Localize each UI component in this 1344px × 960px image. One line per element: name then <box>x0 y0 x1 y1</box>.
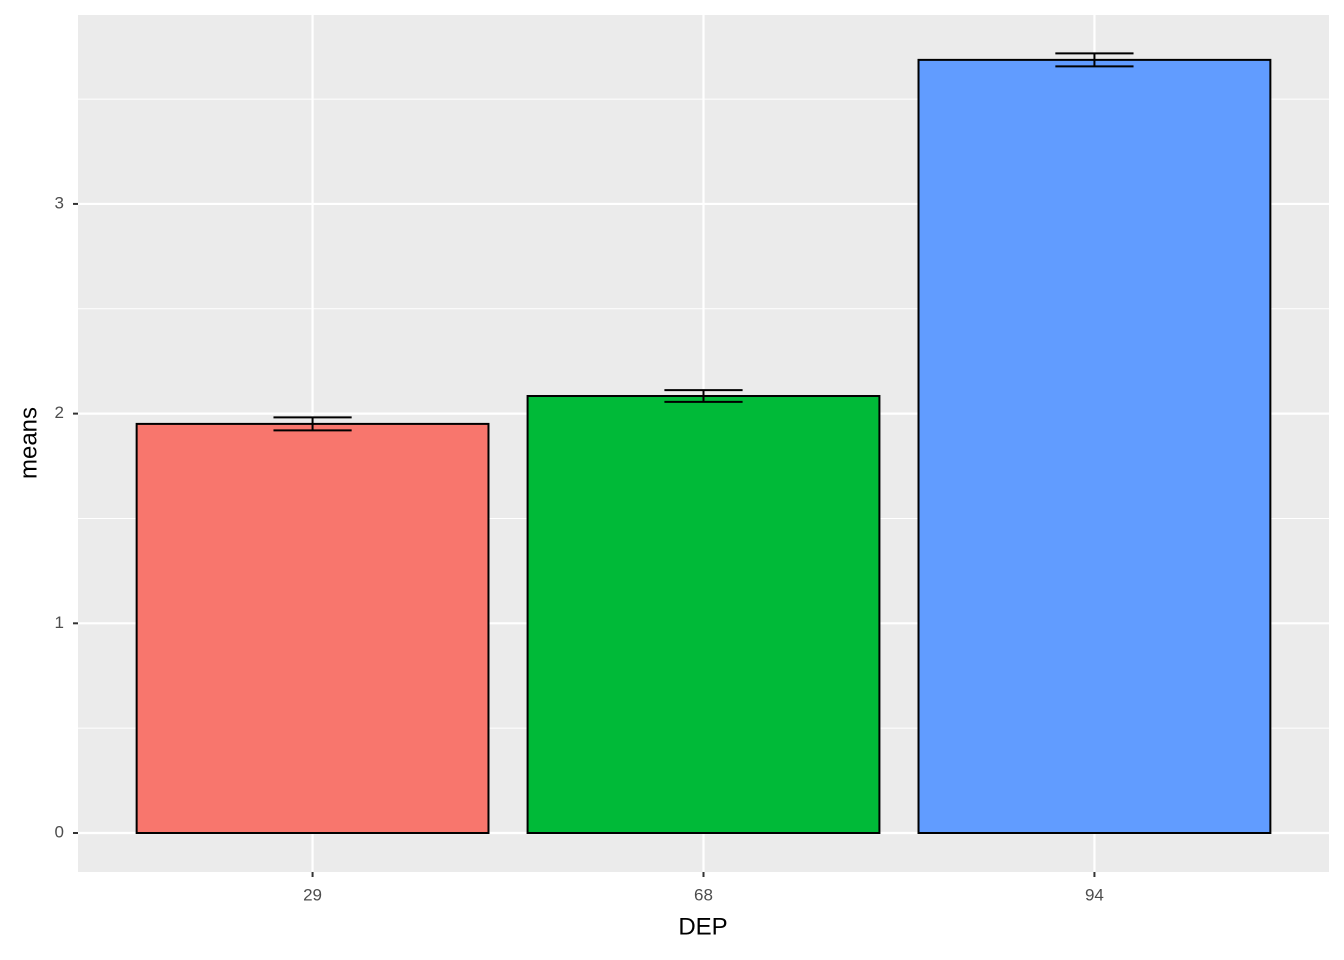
y-tick-label: 0 <box>55 822 64 841</box>
error-bar <box>1055 52 1134 68</box>
y-axis-title: means <box>15 407 42 479</box>
bar <box>917 58 1272 834</box>
y-tick-label: 2 <box>55 403 64 422</box>
bar <box>526 395 881 834</box>
marks <box>135 52 1272 834</box>
error-bar <box>664 389 743 403</box>
x-axis-title: DEP <box>678 913 727 940</box>
error-bar <box>273 416 352 432</box>
x-tick-label: 68 <box>694 885 713 904</box>
x-tick-label: 94 <box>1085 885 1104 904</box>
y-tick-label: 3 <box>55 193 64 212</box>
x-tick-label: 29 <box>303 885 322 904</box>
bar <box>135 422 490 834</box>
y-tick-label: 1 <box>55 613 64 632</box>
